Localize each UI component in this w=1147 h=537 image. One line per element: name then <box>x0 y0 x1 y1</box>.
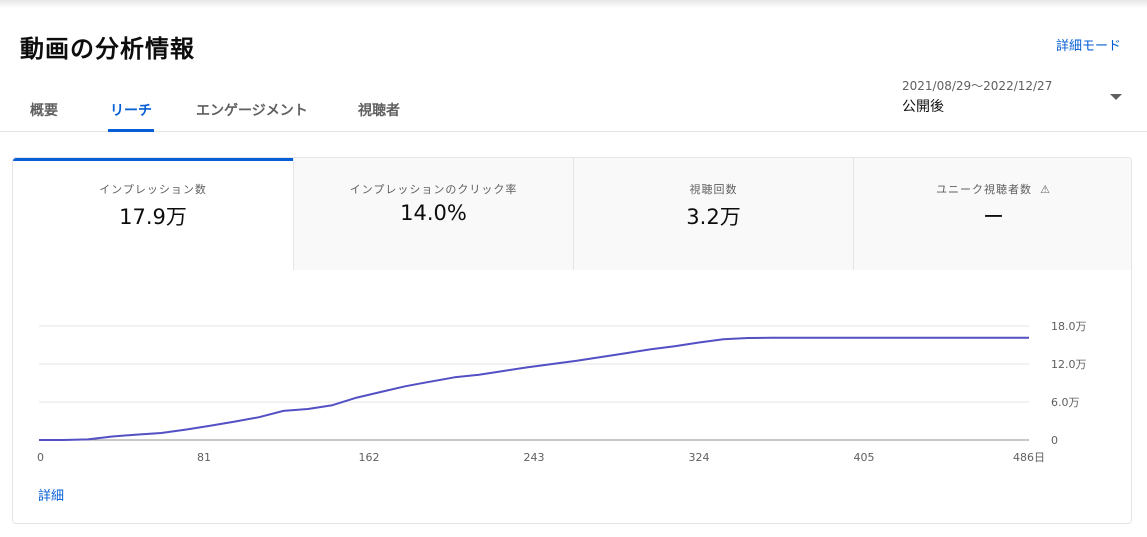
metric-unique-viewers[interactable]: ユニーク視聴者数 ⚠ ー <box>853 158 1131 270</box>
metric-impressions[interactable]: インプレッション数 17.9万 <box>13 158 293 270</box>
metric-value: 3.2万 <box>686 205 741 229</box>
tab-bar: 概要 リーチ エンゲージメント 視聴者 <box>0 86 1147 132</box>
metric-value: ー <box>983 205 1004 229</box>
y-tick-label: 12.0万 <box>1051 358 1087 371</box>
tab-overview[interactable]: 概要 <box>30 103 58 119</box>
reach-card: インプレッション数 17.9万 インプレッションのクリック率 14.0% 視聴回… <box>12 157 1132 524</box>
x-axis-labels: 0 81 162 243 324 405 486日 <box>37 451 1045 464</box>
metric-label: インプレッションのクリック率 <box>349 183 518 196</box>
tab-engagement[interactable]: エンゲージメント <box>196 103 308 119</box>
impressions-chart: 0 6.0万 12.0万 18.0万 0 81 162 243 324 405 486日 <box>37 320 1087 464</box>
x-tick-label: 162 <box>359 451 380 464</box>
x-tick-label: 81 <box>197 451 211 464</box>
tab-reach[interactable]: リーチ <box>108 100 154 132</box>
x-tick-label: 0 <box>37 451 44 464</box>
warning-icon[interactable]: ⚠ <box>1040 183 1051 196</box>
metric-ctr[interactable]: インプレッションのクリック率 14.0% <box>293 158 573 270</box>
impressions-series-line <box>39 336 1029 441</box>
y-axis-labels: 0 6.0万 12.0万 18.0万 <box>1051 320 1087 447</box>
x-tick-label: 324 <box>689 451 710 464</box>
top-shadow <box>0 0 1147 8</box>
chart-grid <box>39 325 1029 441</box>
advanced-mode-link[interactable]: 詳細モード <box>1055 39 1121 54</box>
metric-label: ユニーク視聴者数 ⚠ <box>854 181 1131 197</box>
metric-value: 17.9万 <box>119 205 187 229</box>
y-tick-label: 18.0万 <box>1051 320 1087 333</box>
x-tick-label: 405 <box>854 451 875 464</box>
metric-value: 14.0% <box>400 201 467 225</box>
details-link[interactable]: 詳細 <box>38 489 65 504</box>
tab-audience[interactable]: 視聴者 <box>358 103 400 119</box>
metric-views[interactable]: 視聴回数 3.2万 <box>573 158 853 270</box>
date-range-label[interactable]: 公開後 <box>902 99 944 115</box>
x-tick-label: 486日 <box>1013 451 1045 464</box>
metric-label-text: ユニーク視聴者数 <box>936 183 1033 196</box>
y-tick-label: 6.0万 <box>1051 396 1080 409</box>
y-tick-label: 0 <box>1051 434 1058 447</box>
date-range-text[interactable]: 2021/08/29～2022/12/27 <box>902 79 1053 93</box>
metric-label: 視聴回数 <box>689 183 738 196</box>
dropdown-arrow-icon[interactable] <box>1110 94 1122 100</box>
chart-series <box>39 336 1029 441</box>
metric-tabs: インプレッション数 17.9万 インプレッションのクリック率 14.0% 視聴回… <box>13 158 1131 270</box>
x-tick-label: 243 <box>524 451 545 464</box>
metric-label: インプレッション数 <box>99 183 207 196</box>
page-title: 動画の分析情報 <box>20 35 195 63</box>
